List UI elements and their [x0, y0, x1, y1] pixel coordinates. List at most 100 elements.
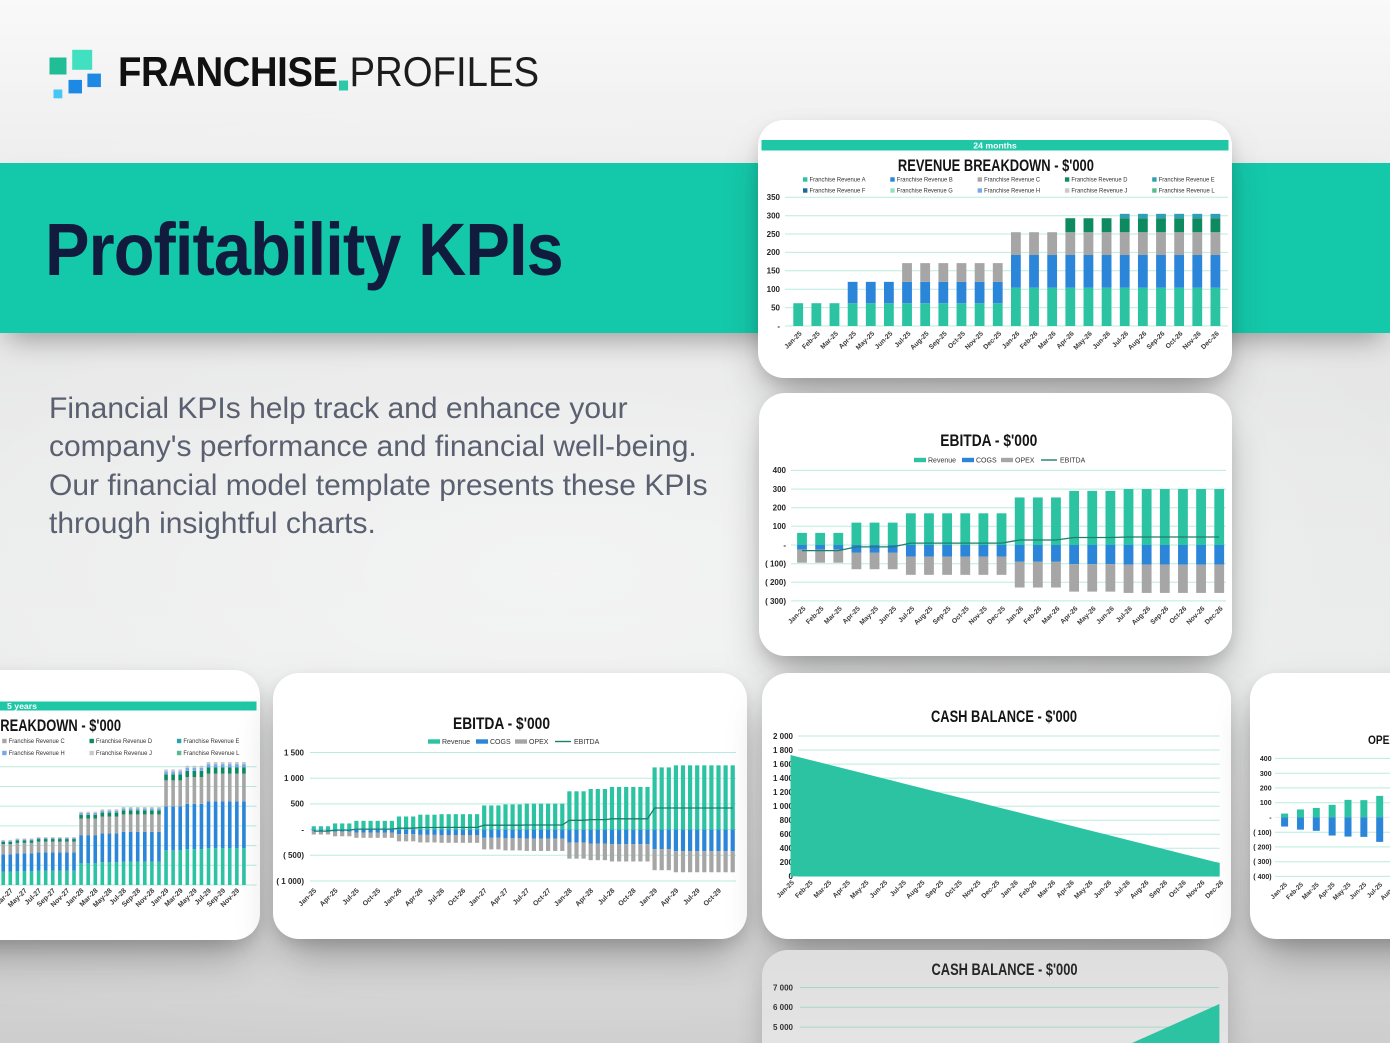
- svg-text:Jul-26: Jul-26: [427, 887, 446, 906]
- svg-text:Dec-25: Dec-25: [980, 879, 1001, 900]
- svg-text:( 400): ( 400): [1253, 874, 1271, 881]
- svg-text:Jul-27: Jul-27: [512, 887, 531, 906]
- svg-text:Mar-25: Mar-25: [819, 330, 840, 351]
- svg-text:Feb-25: Feb-25: [794, 879, 815, 900]
- svg-text:1 800: 1 800: [773, 746, 794, 755]
- svg-text:Franchise Revenue L: Franchise Revenue L: [1159, 188, 1215, 195]
- svg-text:Jan-25: Jan-25: [787, 605, 807, 625]
- svg-text:Aug-25: Aug-25: [1379, 881, 1390, 902]
- svg-text:EBITDA - $'000: EBITDA - $'000: [940, 432, 1037, 450]
- svg-text:Mar-26: Mar-26: [1037, 330, 1058, 351]
- svg-text:Jan-28: Jan-28: [553, 887, 574, 908]
- svg-text:COGS: COGS: [976, 458, 997, 465]
- svg-text:300: 300: [767, 212, 781, 221]
- svg-text:150: 150: [767, 267, 781, 276]
- svg-text:200: 200: [780, 858, 794, 867]
- svg-text:Dec-26: Dec-26: [1204, 605, 1225, 626]
- svg-text:COGS: COGS: [490, 739, 511, 746]
- svg-text:Jun-26: Jun-26: [1095, 605, 1116, 626]
- svg-text:Oct-25: Oct-25: [944, 879, 964, 899]
- svg-text:24 months: 24 months: [973, 141, 1017, 151]
- svg-text:Jan-27: Jan-27: [468, 887, 489, 908]
- svg-text:May-26: May-26: [1073, 879, 1094, 900]
- svg-text:Jun-25: Jun-25: [874, 330, 895, 351]
- svg-text:OPEX: OPEX: [529, 739, 549, 746]
- svg-text:200: 200: [1260, 786, 1272, 793]
- svg-text:400: 400: [780, 844, 794, 853]
- svg-text:600: 600: [780, 830, 794, 839]
- svg-text:Jan-26: Jan-26: [1001, 330, 1021, 350]
- svg-text:Jun-25: Jun-25: [869, 879, 890, 900]
- svg-text:Oct-29: Oct-29: [703, 887, 723, 907]
- svg-text:Jan-26: Jan-26: [1000, 879, 1020, 899]
- svg-text:350: 350: [767, 193, 781, 202]
- svg-text:Apr-25: Apr-25: [319, 887, 340, 908]
- svg-text:250: 250: [767, 230, 781, 239]
- svg-text:Mar-26: Mar-26: [1041, 605, 1062, 626]
- svg-text:Aug-25: Aug-25: [905, 879, 926, 900]
- svg-text:Sep-25: Sep-25: [924, 879, 945, 900]
- svg-text:Franchise Revenue H: Franchise Revenue H: [984, 188, 1040, 195]
- svg-text:Franchise Revenue H: Franchise Revenue H: [9, 750, 65, 757]
- svg-text:Oct-25: Oct-25: [362, 887, 382, 907]
- svg-text:( 200): ( 200): [765, 578, 786, 587]
- svg-text:Mar-25: Mar-25: [823, 605, 844, 626]
- svg-text:Franchise Revenue J: Franchise Revenue J: [96, 750, 152, 757]
- svg-text:Jan-26: Jan-26: [383, 887, 404, 908]
- svg-text:100: 100: [773, 522, 787, 531]
- svg-text:Nov-26: Nov-26: [1186, 605, 1207, 626]
- svg-text:300: 300: [773, 485, 787, 494]
- svg-text:2 000: 2 000: [773, 732, 794, 741]
- svg-text:-: -: [1269, 815, 1272, 822]
- svg-text:May-25: May-25: [859, 605, 880, 626]
- svg-text:May-26: May-26: [1073, 330, 1094, 351]
- svg-text:Aug-26: Aug-26: [1127, 330, 1148, 351]
- svg-text:CASH BALANCE - $'000: CASH BALANCE - $'000: [931, 708, 1077, 726]
- svg-text:( 200): ( 200): [1253, 845, 1271, 852]
- svg-text:May-25: May-25: [1332, 881, 1353, 902]
- svg-text:500: 500: [291, 800, 305, 809]
- svg-text:Jul-25: Jul-25: [342, 887, 361, 906]
- svg-text:Feb-26: Feb-26: [1019, 330, 1040, 351]
- svg-text:REVENUE BREAKDOWN - $'000: REVENUE BREAKDOWN - $'000: [898, 157, 1094, 175]
- svg-text:Apr-28: Apr-28: [574, 887, 595, 908]
- svg-text:Franchise Revenue D: Franchise Revenue D: [96, 738, 152, 745]
- svg-text:Jan-26: Jan-26: [1005, 605, 1025, 625]
- svg-text:Jun-26: Jun-26: [1093, 879, 1114, 900]
- svg-text:Dec-25: Dec-25: [986, 605, 1007, 626]
- svg-text:Sep-25: Sep-25: [928, 330, 949, 351]
- svg-text:OPEX: OPEX: [1015, 458, 1035, 465]
- svg-text:Franchise Revenue E: Franchise Revenue E: [183, 738, 239, 745]
- svg-text:Feb-25: Feb-25: [805, 605, 826, 626]
- svg-text:Dec-25: Dec-25: [982, 330, 1003, 351]
- svg-text:REVENUE BREAKDOWN - $'000: REVENUE BREAKDOWN - $'000: [0, 717, 121, 735]
- svg-text:100: 100: [1260, 800, 1272, 807]
- svg-text:0: 0: [789, 872, 794, 881]
- svg-text:Nov-26: Nov-26: [1182, 330, 1203, 351]
- svg-text:Apr-29: Apr-29: [660, 887, 681, 908]
- svg-text:Franchise Revenue B: Franchise Revenue B: [897, 177, 953, 184]
- svg-text:Jan-29: Jan-29: [638, 887, 659, 908]
- svg-text:Franchise Revenue A: Franchise Revenue A: [810, 177, 867, 184]
- svg-text:EBITDA: EBITDA: [574, 739, 600, 746]
- svg-text:200: 200: [773, 504, 787, 513]
- svg-text:Feb-25: Feb-25: [801, 330, 822, 351]
- svg-text:May-26: May-26: [1076, 605, 1097, 626]
- svg-text:Sep-26: Sep-26: [1146, 330, 1167, 351]
- svg-text:Jan-25: Jan-25: [298, 887, 319, 908]
- svg-text:Aug-25: Aug-25: [909, 330, 930, 351]
- svg-text:Franchise Revenue C: Franchise Revenue C: [9, 738, 65, 745]
- svg-text:Jan-25: Jan-25: [783, 330, 803, 350]
- svg-text:Oct-26: Oct-26: [447, 887, 467, 907]
- svg-text:Jul-29: Jul-29: [682, 887, 701, 906]
- svg-text:Apr-27: Apr-27: [489, 887, 510, 908]
- svg-text:Aug-25: Aug-25: [913, 605, 934, 626]
- svg-text:400: 400: [773, 466, 787, 475]
- svg-text:7 000: 7 000: [773, 983, 794, 992]
- svg-text:-: -: [777, 322, 780, 331]
- svg-text:50: 50: [771, 303, 780, 312]
- svg-text:Jun-25: Jun-25: [878, 605, 899, 626]
- svg-text:1 000: 1 000: [284, 774, 305, 783]
- svg-text:Apr-26: Apr-26: [404, 887, 425, 908]
- svg-text:Nov-26: Nov-26: [1185, 879, 1206, 900]
